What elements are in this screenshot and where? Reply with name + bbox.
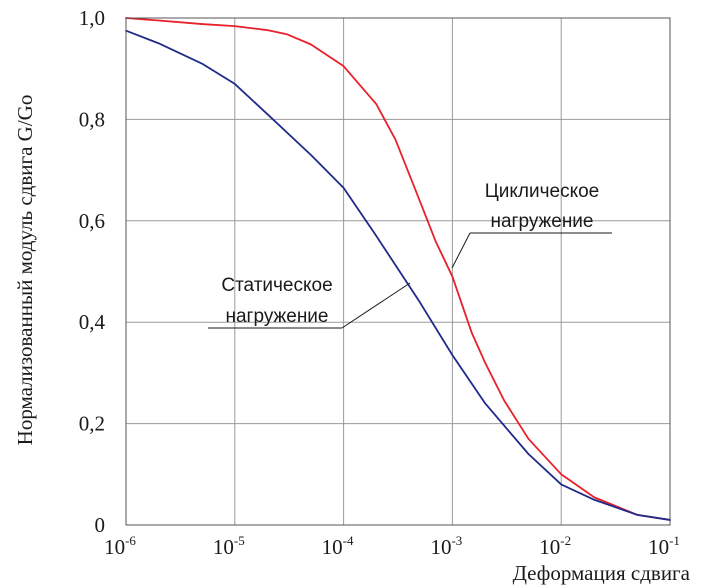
x-tick-labels: 10-6 10-5 10-4 10-3 10-2 10-1 xyxy=(104,533,680,559)
x-tick-label: 10-4 xyxy=(322,533,354,559)
x-axis-label: Деформация сдвига xyxy=(513,561,691,585)
annotation-line-1: Циклическое xyxy=(485,181,600,202)
x-tick-label: 10-5 xyxy=(213,533,245,559)
annotation-line-2: нагружение xyxy=(490,211,593,232)
x-tick-label: 10-1 xyxy=(648,533,680,559)
y-tick-label: 0,8 xyxy=(79,107,105,131)
y-tick-label: 1,0 xyxy=(79,6,105,30)
series-line-static xyxy=(125,29,671,521)
y-tick-label: 0,4 xyxy=(79,310,106,334)
annotation-leader xyxy=(451,232,471,269)
chart-series xyxy=(125,17,671,521)
series-line-cyclic xyxy=(125,17,671,521)
y-axis-label: Нормализованный модуль сдвига G/Go xyxy=(13,95,37,446)
chart-grid xyxy=(125,17,671,526)
annotation-cyclic: Циклическое нагружение xyxy=(451,181,612,269)
annotation-leader xyxy=(341,282,411,329)
y-tick-label: 0,2 xyxy=(79,412,105,436)
annotation-static: Статическое нагружение xyxy=(208,275,411,329)
x-tick-label: 10-6 xyxy=(104,533,136,559)
x-tick-label: 10-3 xyxy=(430,533,462,559)
annotation-line-2: нагружение xyxy=(225,306,328,327)
y-tick-labels: 0 0,2 0,4 0,6 0,8 1,0 xyxy=(79,6,106,537)
y-tick-label: 0,6 xyxy=(79,209,105,233)
y-tick-label: 0 xyxy=(95,513,106,537)
chart-annotations: Циклическое нагружение Статическое нагружен… xyxy=(208,181,612,329)
plot-frame xyxy=(125,17,671,526)
x-tick-label: 10-2 xyxy=(539,533,571,559)
annotation-line-1: Статическое xyxy=(221,275,332,296)
